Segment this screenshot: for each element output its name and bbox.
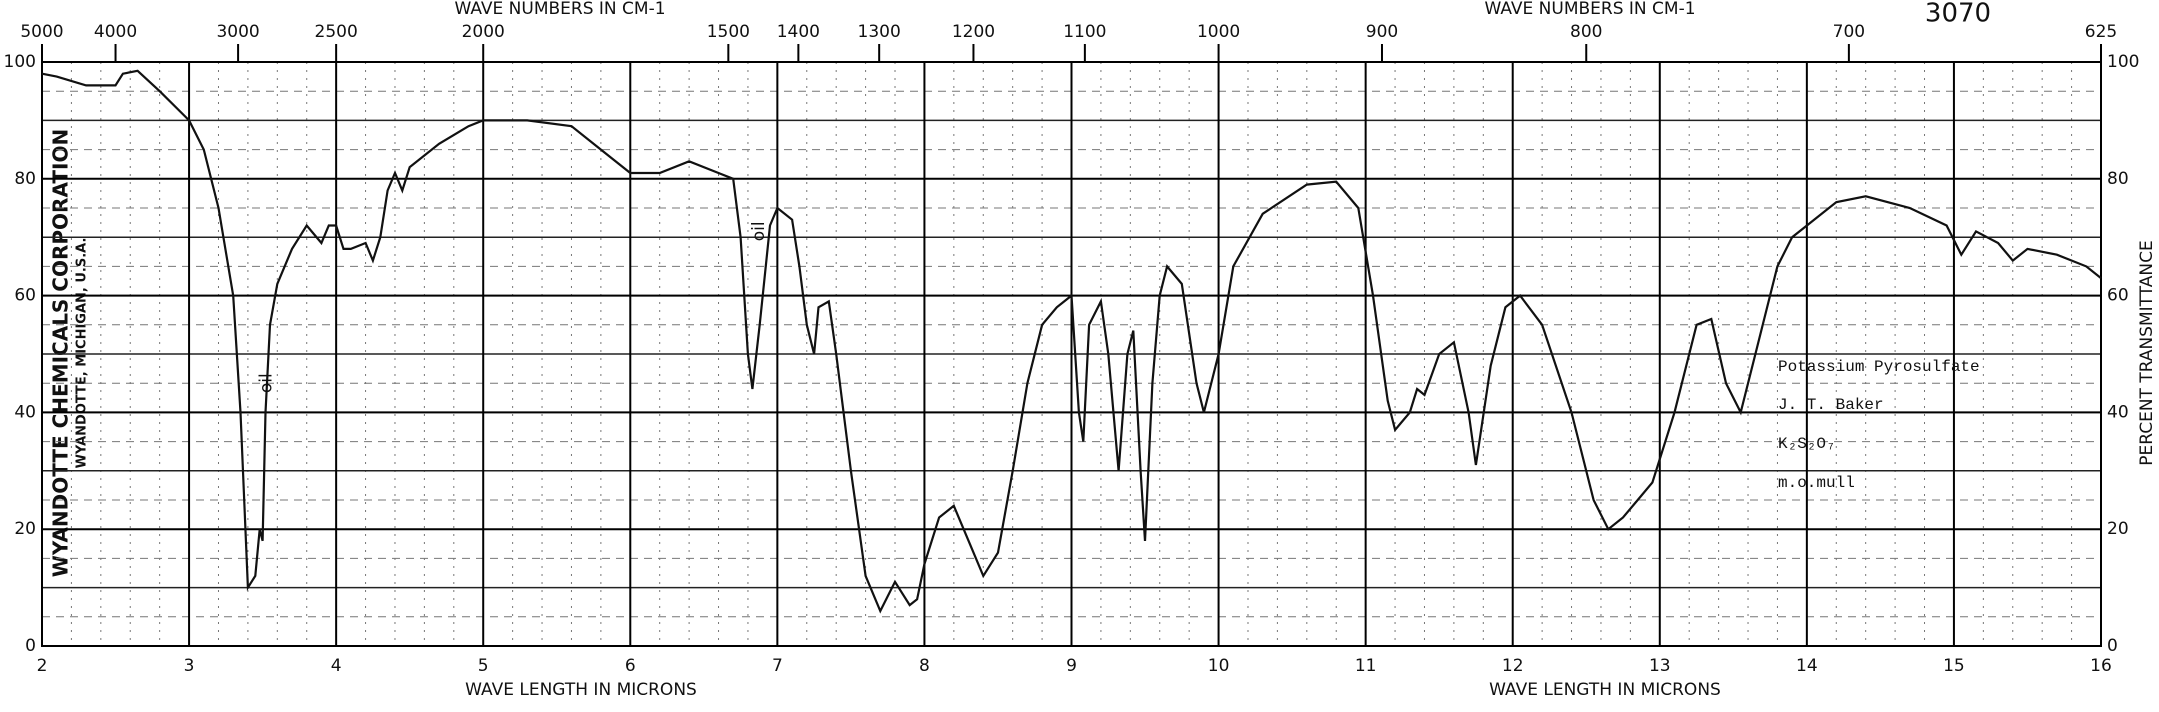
top-tick-label: 2000 (462, 22, 505, 42)
top-tick-label: 900 (1366, 22, 1398, 42)
top-tick-label: 1100 (1063, 22, 1106, 42)
y-tick-label: 40 (14, 402, 36, 422)
x-tick-label: 10 (1208, 656, 1230, 676)
top-tick-label: 1200 (952, 22, 995, 42)
x-tick-label: 15 (1943, 656, 1965, 676)
sample-info: J. T. Baker (1778, 396, 1884, 414)
chart-code: 3070 (1925, 0, 1991, 29)
y-tick-label: 100 (4, 52, 36, 72)
top-tick-label: 1400 (777, 22, 820, 42)
x-tick-label: 13 (1649, 656, 1671, 676)
x-axis-label: WAVE LENGTH IN MICRONS (465, 680, 697, 700)
top-tick-label: 1300 (858, 22, 901, 42)
top-tick-label: 625 (2085, 22, 2117, 42)
x-tick-label: 9 (1066, 656, 1077, 676)
top-tick-label: 800 (1570, 22, 1602, 42)
company-name: WYANDOTTE CHEMICALS CORPORATION (49, 129, 73, 577)
top-axis-label: WAVE NUMBERS IN CM-1 (1484, 0, 1695, 19)
company-address: WYANDOTTE, MICHIGAN, U.S.A. (75, 238, 90, 469)
y-tick-label: 40 (2107, 402, 2129, 422)
top-tick-label: 2500 (315, 22, 358, 42)
top-tick-label: 1500 (707, 22, 750, 42)
top-tick-label: 1000 (1197, 22, 1240, 42)
y-tick-label: 60 (14, 286, 36, 306)
x-tick-label: 14 (1796, 656, 1818, 676)
x-tick-label: 16 (2090, 656, 2112, 676)
y-tick-label: 80 (14, 169, 36, 189)
x-tick-label: 6 (625, 656, 636, 676)
top-tick-label: 3000 (216, 22, 259, 42)
top-axis-label: WAVE NUMBERS IN CM-1 (454, 0, 665, 19)
plot-frame (41, 61, 2102, 647)
annotation: oil (749, 221, 769, 241)
x-tick-label: 2 (37, 656, 48, 676)
y-tick-label: 20 (2107, 519, 2129, 539)
y-tick-label: 80 (2107, 169, 2129, 189)
x-tick-label: 7 (772, 656, 783, 676)
y-tick-label: 0 (25, 636, 36, 656)
annotation: oil (257, 373, 277, 393)
y-tick-label: 100 (2107, 52, 2139, 72)
x-tick-label: 12 (1502, 656, 1524, 676)
top-tick-label: 5000 (20, 22, 63, 42)
x-tick-label: 3 (184, 656, 195, 676)
x-tick-label: 5 (478, 656, 489, 676)
y-tick-label: 20 (14, 519, 36, 539)
top-tick-label: 700 (1833, 22, 1865, 42)
x-tick-label: 4 (331, 656, 342, 676)
x-tick-label: 11 (1355, 656, 1377, 676)
x-tick-label: 8 (919, 656, 930, 676)
y-tick-label: 0 (2107, 636, 2118, 656)
spectrum-line (41, 69, 2102, 614)
sample-info: Potassium Pyrosulfate (1778, 358, 1980, 376)
y-tick-label: 60 (2107, 286, 2129, 306)
x-axis-label: WAVE LENGTH IN MICRONS (1489, 680, 1721, 700)
sample-info: K₂S₂O₇ (1778, 435, 1836, 453)
y-axis-label: PERCENT TRANSMITTANCE (2137, 240, 2157, 466)
top-tick-label: 4000 (94, 22, 137, 42)
sample-info: m.o.mull (1778, 474, 1855, 492)
